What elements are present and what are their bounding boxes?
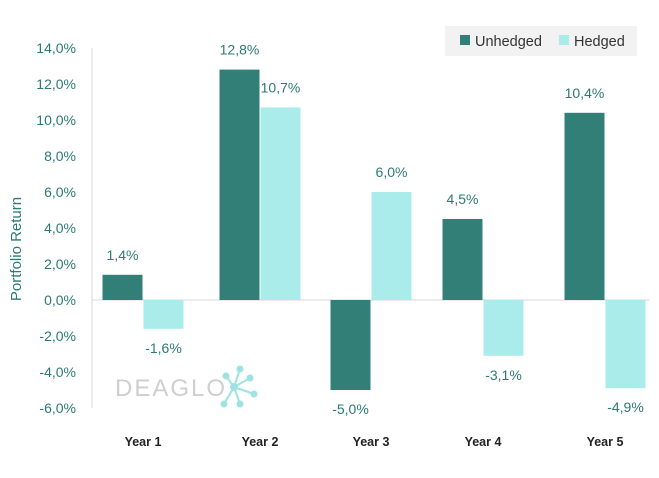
y-tick-label: -6,0% [39,400,76,416]
x-tick-label: Year 4 [465,435,502,449]
x-tick-label: Year 1 [125,435,162,449]
bar-hedged-year-1 [143,300,184,329]
data-label-hedged: -3,1% [485,367,522,383]
y-tick-label: -2,0% [39,328,76,344]
data-label-unhedged: 12,8% [220,42,260,58]
bar-hedged-year-4 [483,300,524,356]
data-label-unhedged: 10,4% [565,85,605,101]
y-tick-label: 2,0% [44,256,76,272]
legend: Unhedged Hedged [445,26,637,56]
data-labels-group: 1,4% -1,6% 12,8% 10,7% -5,0% 6,0% 4,5% -3,1% 10,… [107,42,644,417]
y-tick-label: 0,0% [44,292,76,308]
legend-swatch-hedged [559,35,569,45]
bar-hedged-year-5 [605,300,646,389]
y-tick-label: 10,0% [36,112,76,128]
bar-unhedged-year-1 [102,274,143,300]
legend-label-hedged: Hedged [574,34,625,50]
data-label-hedged: 10,7% [261,79,301,95]
y-tick-label: 4,0% [44,220,76,236]
legend-label-unhedged: Unhedged [475,34,542,50]
bar-hedged-year-3 [371,192,412,300]
legend-box [445,26,637,56]
data-label-unhedged: 4,5% [447,191,479,207]
y-axis: 14,0% 12,0% 10,0% 8,0% 6,0% 4,0% 2,0% 0,0% -2,0%… [36,40,650,416]
bar-unhedged-year-3 [330,300,371,390]
legend-swatch-unhedged [460,35,470,45]
bar-hedged-year-2 [260,107,301,301]
x-tick-label: Year 3 [353,435,390,449]
y-tick-label: 8,0% [44,148,76,164]
x-tick-label: Year 5 [587,435,624,449]
watermark-text: DEAGLO [115,375,227,402]
x-axis-labels: Year 1 Year 2 Year 3 Year 4 Year 5 [125,435,624,449]
data-label-unhedged: -5,0% [332,401,369,417]
y-tick-label: 6,0% [44,184,76,200]
x-tick-label: Year 2 [242,435,279,449]
bar-unhedged-year-2 [219,69,260,300]
molecule-icon [220,365,258,408]
data-label-unhedged: 1,4% [107,247,139,263]
bar-unhedged-year-4 [442,219,483,300]
bar-unhedged-year-5 [564,112,605,300]
y-tick-label: 12,0% [36,76,76,92]
data-label-hedged: 6,0% [376,164,408,180]
bars-group [102,69,646,390]
watermark-logo: DEAGLO [115,365,258,408]
data-label-hedged: -1,6% [145,340,182,356]
y-axis-title: Portfolio Return [8,197,25,301]
y-tick-label: 14,0% [36,40,76,56]
y-tick-label: -4,0% [39,364,76,380]
data-label-hedged: -4,9% [607,399,644,415]
